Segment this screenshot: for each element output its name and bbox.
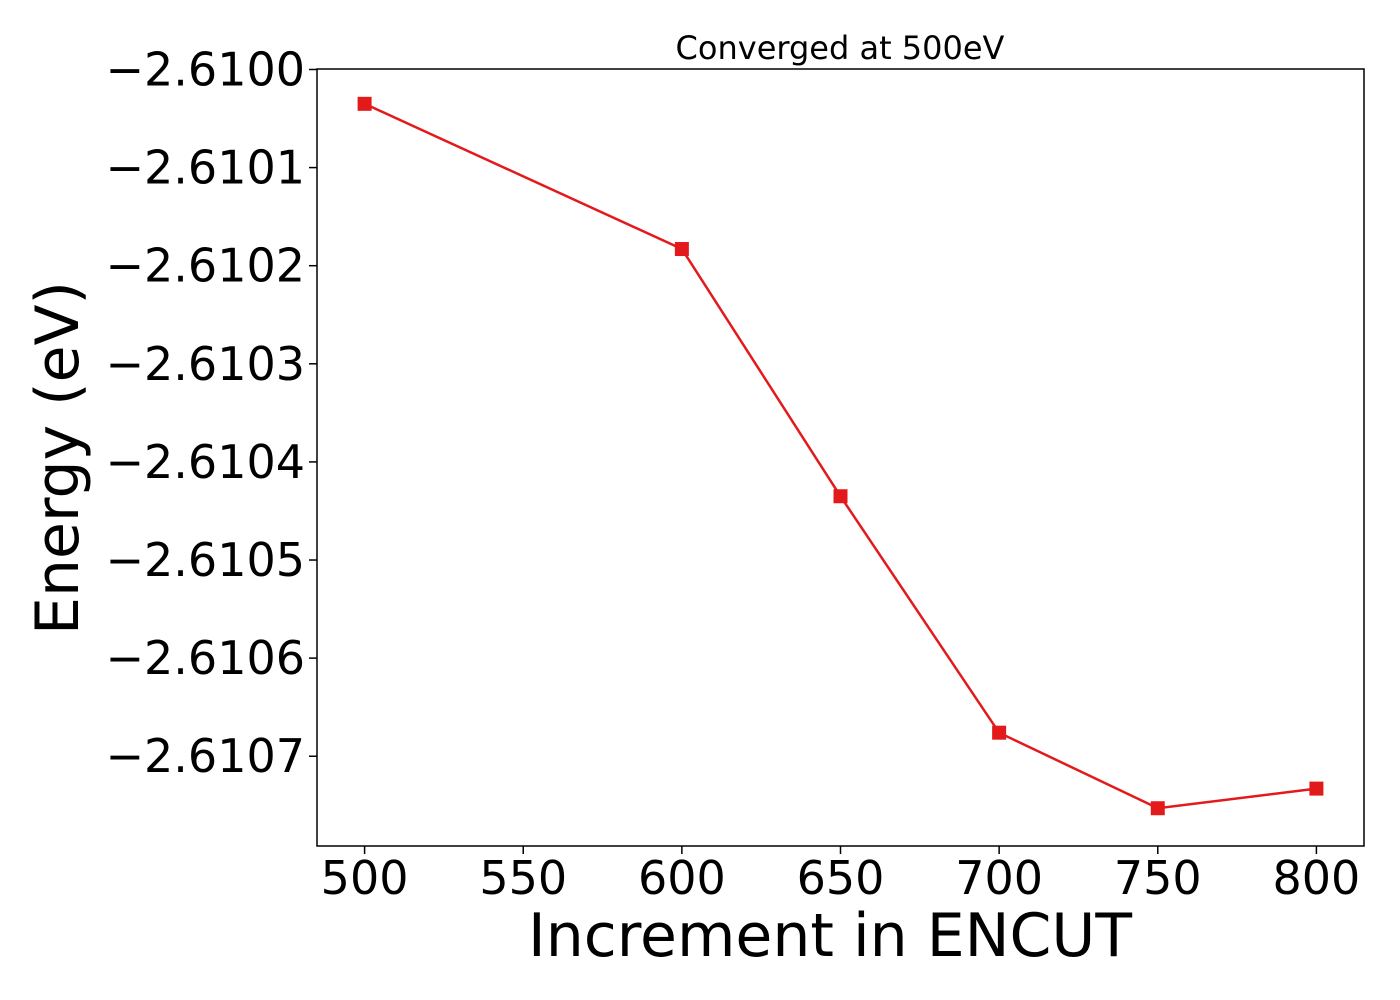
y-tick-label: −2.6102	[106, 239, 306, 293]
y-tick-label: −2.6105	[106, 533, 306, 587]
x-tick-label: 800	[1273, 851, 1361, 905]
x-tick-label: 700	[955, 851, 1043, 905]
y-tick-label: −2.6107	[106, 729, 306, 783]
y-tick-label: −2.6101	[106, 141, 306, 195]
data-point-marker	[1309, 781, 1324, 796]
x-tick-label: 550	[479, 851, 567, 905]
series-layer	[357, 96, 1324, 816]
x-axis-label: Increment in ENCUT	[528, 901, 1132, 971]
data-point-marker	[357, 96, 372, 111]
x-tick-label: 500	[321, 851, 409, 905]
series-line	[364, 102, 1317, 810]
x-tick-label: 650	[797, 851, 885, 905]
plot-area	[316, 68, 1365, 847]
y-axis-label: Energy (eV)	[23, 281, 93, 635]
data-point-marker	[992, 725, 1007, 740]
chart-title: Converged at 500eV	[676, 29, 1005, 67]
y-tick-label: −2.6100	[106, 42, 306, 96]
x-tick-label: 750	[1114, 851, 1202, 905]
x-tick-label: 600	[638, 851, 726, 905]
data-point-marker	[674, 242, 689, 257]
data-point-marker	[833, 489, 848, 504]
y-tick-label: −2.6106	[106, 631, 306, 685]
x-axis: 500 550 600 650 700 750 800	[321, 846, 1361, 905]
data-point-marker	[1150, 801, 1165, 816]
y-tick-label: −2.6104	[106, 435, 306, 489]
y-tick-label: −2.6103	[106, 337, 306, 391]
y-axis: −2.6100 −2.6101 −2.6102 −2.6103 −2.6104 −2.61…	[106, 42, 317, 783]
